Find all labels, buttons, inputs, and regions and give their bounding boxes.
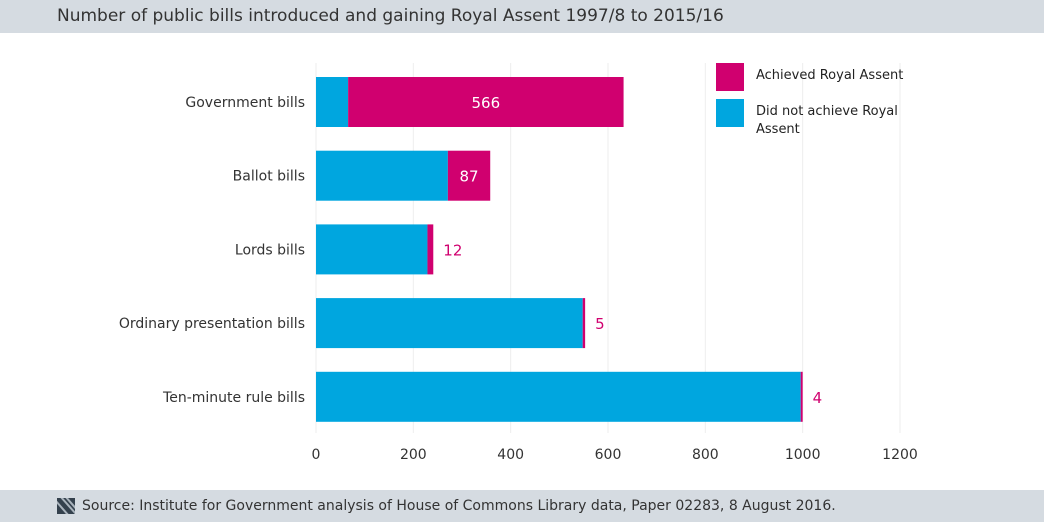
bar-not-achieved <box>316 224 428 275</box>
category-label: Government bills <box>185 95 305 111</box>
x-tick-label: 800 <box>692 447 719 463</box>
bar-chart: 0 200 400 600 800 1000 1200 Government bills 566… <box>119 63 918 463</box>
x-tick-label: 600 <box>595 447 622 463</box>
legend-swatch <box>716 63 744 91</box>
x-tick-label: 200 <box>400 447 427 463</box>
bar-achieved <box>800 371 803 422</box>
x-tick-label: 400 <box>497 447 524 463</box>
data-label: 87 <box>460 168 479 186</box>
category-label: Ballot bills <box>233 169 305 185</box>
x-tick-label: 1200 <box>882 447 918 463</box>
x-tick-label: 0 <box>312 447 321 463</box>
bar-not-achieved <box>316 150 448 201</box>
hatch-logo-icon <box>57 498 75 514</box>
bar-achieved <box>447 150 491 201</box>
legend-label: Achieved Royal Assent <box>756 68 903 83</box>
x-tick-label: 1000 <box>785 447 821 463</box>
legend-label: Did not achieve Royal <box>756 104 898 119</box>
chart-title: Number of public bills introduced and ga… <box>0 0 1044 33</box>
source-bar: Source: Institute for Government analysi… <box>0 490 1044 522</box>
data-label: 5 <box>595 315 605 333</box>
bar-achieved <box>427 224 434 275</box>
bar-not-achieved <box>316 77 349 127</box>
category-label: Ten-minute rule bills <box>162 390 305 406</box>
category-label: Lords bills <box>235 242 305 258</box>
data-label: 566 <box>472 94 501 112</box>
chart-title-text: Number of public bills introduced and ga… <box>57 6 724 26</box>
source-text: Source: Institute for Government analysi… <box>82 498 836 514</box>
data-label: 12 <box>443 241 462 259</box>
bar-not-achieved <box>316 298 583 349</box>
data-label: 4 <box>813 389 823 407</box>
category-label: Ordinary presentation bills <box>119 316 305 332</box>
bar-achieved <box>348 77 624 127</box>
legend-swatch <box>716 99 744 127</box>
bar-not-achieved <box>316 371 801 422</box>
legend-label: Assent <box>756 122 800 137</box>
bar-achieved <box>582 298 586 349</box>
